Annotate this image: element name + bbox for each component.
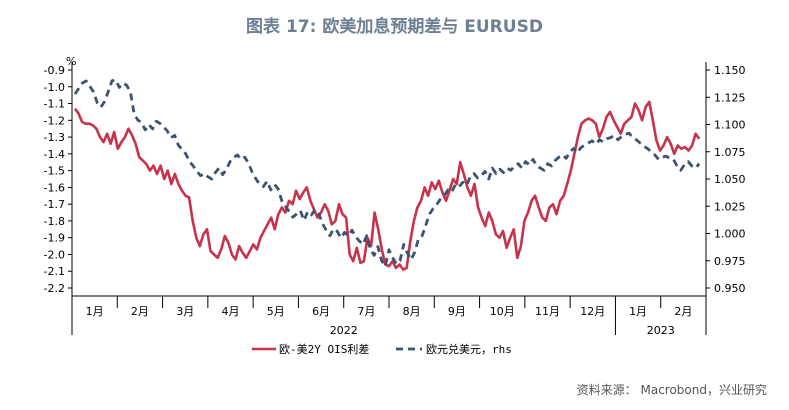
left-tick-label: -1.1 <box>44 98 65 111</box>
month-label: 8月 <box>403 305 421 318</box>
year-label: 2022 <box>330 324 358 337</box>
source-note: 资料来源： Macrobond，兴业研究 <box>576 383 767 397</box>
right-tick-label: 1.025 <box>714 200 746 213</box>
month-label: 1月 <box>86 305 104 318</box>
month-label: 9月 <box>448 305 466 318</box>
series-line-eurusd <box>73 78 701 268</box>
chart-title: 图表 17: 欧美加息预期差与 EURUSD <box>246 17 543 37</box>
right-tick-label: 1.050 <box>714 173 746 186</box>
month-label: 12月 <box>580 305 605 318</box>
left-tick-label: -1.2 <box>44 114 65 127</box>
left-tick-label: -2.2 <box>44 282 65 295</box>
left-tick-label: -1.0 <box>44 81 65 94</box>
left-tick-label: -1.6 <box>44 181 65 194</box>
left-tick-label: -1.4 <box>44 148 65 161</box>
left-tick-label: -0.9 <box>44 64 65 77</box>
right-tick-label: 1.125 <box>714 91 746 104</box>
left-tick-label: -1.7 <box>44 198 65 211</box>
legend-label-ois-spread: 欧-美2Y OIS利差 <box>279 342 369 356</box>
month-label: 6月 <box>312 305 330 318</box>
right-tick-label: 1.100 <box>714 119 746 132</box>
left-tick-label: -2.0 <box>44 248 65 261</box>
month-label: 11月 <box>535 305 560 318</box>
left-tick-label: -1.5 <box>44 165 65 178</box>
right-tick-label: 0.950 <box>714 282 746 295</box>
left-tick-label: -2.1 <box>44 265 65 278</box>
right-tick-label: 1.150 <box>714 64 746 77</box>
right-tick-label: 1.000 <box>714 228 746 241</box>
right-tick-label: 0.975 <box>714 255 746 268</box>
left-tick-label: -1.3 <box>44 131 65 144</box>
month-label: 4月 <box>222 305 240 318</box>
month-label: 7月 <box>357 305 375 318</box>
year-label: 2023 <box>647 324 675 337</box>
month-label: 2月 <box>131 305 149 318</box>
month-label: 1月 <box>629 305 647 318</box>
legend-label-eurusd: 欧元兑美元，rhs <box>426 342 512 356</box>
series-line-ois-spread <box>73 100 701 271</box>
month-label: 5月 <box>267 305 285 318</box>
left-tick-label: -1.8 <box>44 215 65 228</box>
month-label: 2月 <box>674 305 692 318</box>
month-label: 10月 <box>490 305 515 318</box>
left-tick-label: -1.9 <box>44 232 65 245</box>
month-label: 3月 <box>176 305 194 318</box>
right-tick-label: 1.075 <box>714 146 746 159</box>
y-unit-label: % <box>66 55 76 68</box>
